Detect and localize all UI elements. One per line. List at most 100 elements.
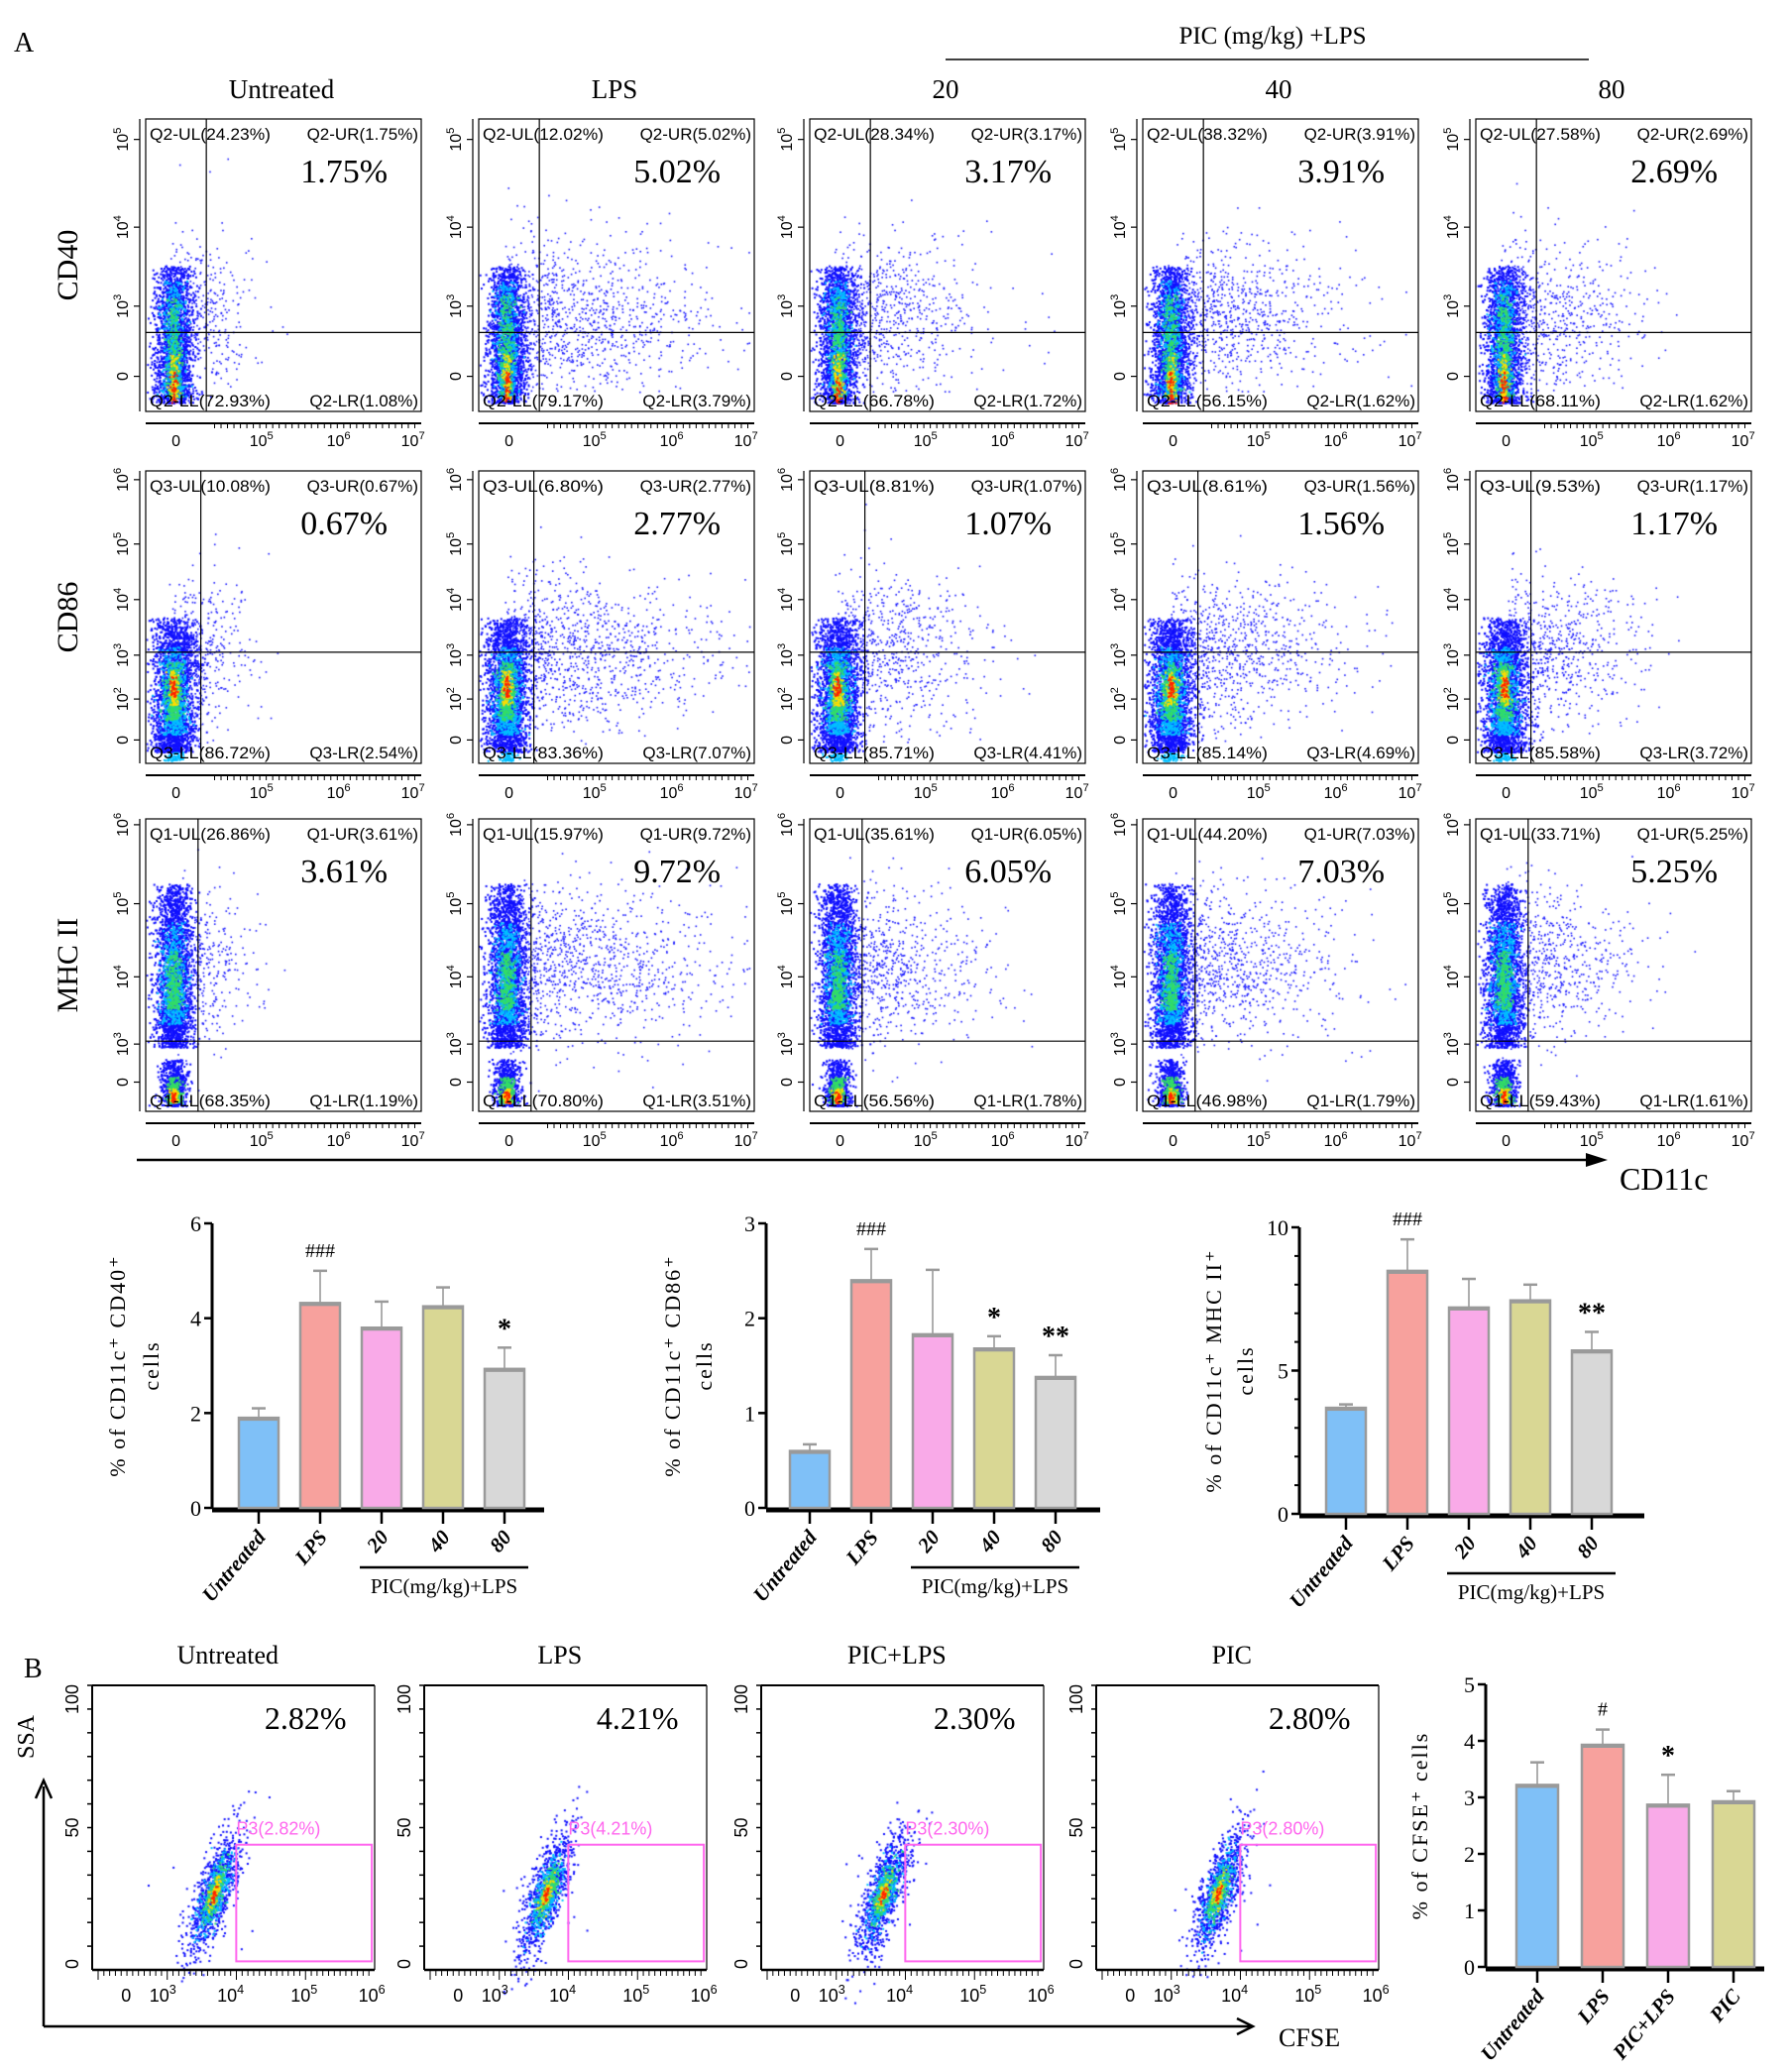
cfse-flow-plot: LPS 0 50 100 4.21% P3(4.21%) [394,1641,708,1980]
plot-frame [478,470,755,764]
x-tick-label: 106 [1363,1983,1390,2006]
y-tick-label: 104 [776,588,796,612]
significance-annotation: # [1598,1699,1608,1721]
x-tick-label: 0 [171,785,180,802]
y-tick-label: 104 [1109,965,1129,988]
x-tick-label: 0 [836,785,844,802]
bar-chart: 0 5 10 % of CD11c⁺ MHC II⁺ cells Untreated ###… [1201,1209,1644,1612]
significance-annotation: ** [1042,1322,1069,1352]
tick-exponent: 5 [1109,532,1121,538]
tick-base: 0 [1502,785,1510,802]
bar [849,1279,893,1510]
quadrant-ur-label: Q3-UR(1.07%) [971,477,1082,496]
x-tick-label: 105 [290,1983,317,2006]
plot-title: PIC [1212,1641,1252,1669]
tick-exponent: 5 [1265,1130,1271,1142]
bar-top-edge [1388,1269,1427,1274]
tick-exponent: 4 [1241,1983,1248,1997]
bar [483,1367,526,1510]
tick-base: 10 [1154,1986,1174,2006]
tick-base: 10 [1112,971,1129,988]
y-tick-label: 6 [190,1211,201,1236]
tick-exponent: 5 [776,532,788,538]
quadrant-ll-label: Q1-LL(46.98%) [1147,1092,1268,1110]
y-tick-label: 0 [115,372,132,381]
tick-exponent: 7 [418,782,424,794]
quadrant-ll-label: Q2-LL(56.15%) [1147,392,1268,410]
tick-base: 10 [448,971,465,988]
y-tick-label: 106 [445,468,465,492]
y-tick-label: 3 [744,1211,755,1236]
tick-base: 10 [734,433,752,450]
tick-base: 0 [453,1986,463,2006]
column-title: LPS [592,74,638,104]
x-tick-label: 107 [1065,782,1089,802]
bar [298,1302,342,1510]
x-tick-label: 105 [1580,1130,1604,1150]
quadrant-ul-label: Q3-UL(6.80%) [483,477,604,496]
quadrant-ul-label: Q2-UL(28.34%) [814,125,935,144]
tick-base: 10 [1445,819,1462,837]
tick-exponent: 3 [1442,1032,1454,1038]
x-tick-label: 0 [1502,1133,1510,1150]
x-tick-label: 107 [1732,782,1755,802]
plot-frame [1142,118,1419,412]
tick-base: 10 [1445,649,1462,667]
tick-exponent: 6 [112,813,124,819]
y-tick-label: 106 [1442,468,1462,492]
x-category-label: 20 [912,1525,945,1557]
bar [1509,1299,1552,1516]
y-tick-label: 102 [776,687,796,711]
quadrant-lr-label: Q2-LR(1.08%) [309,392,418,410]
x-tick-label: 106 [327,782,351,802]
tick-base: 10 [401,1133,419,1150]
y-axis-label-line2: cells [692,1340,717,1390]
tick-base: 10 [1112,134,1129,152]
tick-base: 10 [1445,134,1462,152]
tick-base: 10 [115,594,132,612]
flow-plot: Q3-UL(10.08%) Q3-UR(0.67%) Q3-LL(86.72%) Q3… [134,470,422,780]
y-tick-label: 104 [445,215,465,239]
y-tick-label: 0 [1445,736,1462,745]
quadrant-lr-label: Q2-LR(3.79%) [642,392,751,410]
tick-base: 10 [1324,785,1342,802]
y-tick-label: 5 [1464,1672,1475,1697]
quadrant-ll-label: Q2-LL(68.11%) [1480,392,1601,410]
tick-exponent: 6 [1674,1130,1680,1142]
plot-frame [145,818,422,1112]
x-tick-label: 107 [734,1130,758,1150]
y-tick-label: 105 [445,892,465,916]
y-tick-label: 2 [744,1307,755,1331]
significance-annotation: ### [305,1240,335,1262]
y-axis-label: % of CD11c⁺ MHC II⁺ [1201,1248,1226,1492]
tick-exponent: 6 [1008,430,1014,442]
ur-percentage: 1.75% [300,154,388,190]
x-tick-label: 107 [1065,430,1089,450]
significance-annotation: * [1661,1741,1675,1772]
tick-exponent: 4 [1442,588,1454,594]
tick-base: 10 [1112,1038,1129,1056]
quadrant-ul-label: Q3-UL(8.61%) [1147,477,1268,496]
tick-base: 10 [1445,221,1462,239]
x-tick-label: 104 [217,1983,244,2006]
plot-frame [145,118,422,412]
quadrant-ll-label: Q3-LL(85.71%) [814,744,935,762]
tick-base: 0 [1445,1078,1462,1087]
tick-exponent: 5 [601,430,607,442]
tick-base: 10 [779,898,796,916]
y-tick-label: 0 [1445,372,1462,381]
tick-base: 10 [991,785,1009,802]
row-marker-label: MHC II [52,918,84,1013]
tick-exponent: 4 [112,215,124,221]
plot-frame [809,470,1086,764]
y-tick-label: 100 [62,1684,82,1714]
tick-base: 10 [959,1986,979,2006]
y-tick-label: 104 [776,965,796,988]
tick-exponent: 6 [1048,1983,1055,1997]
flow-plot: Q1-UL(44.20%) Q1-UR(7.03%) Q1-LL(46.98%) Q1… [1131,818,1419,1128]
significance-annotation: ### [1393,1209,1422,1230]
tick-base: 10 [1294,1986,1314,2006]
tick-base: 10 [401,785,419,802]
tick-base: 10 [1112,221,1129,239]
tick-base: 10 [1657,1133,1675,1150]
